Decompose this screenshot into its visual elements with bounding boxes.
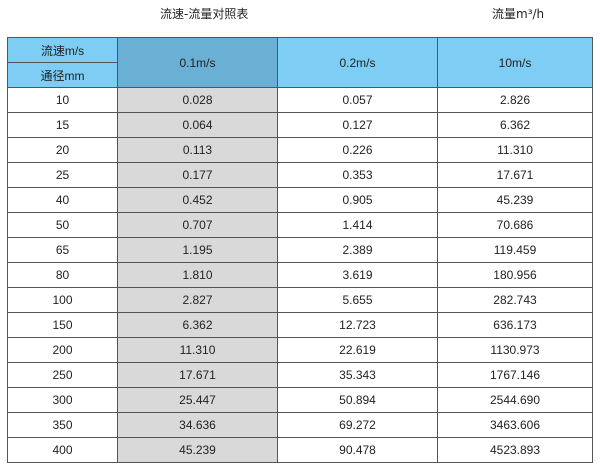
table-row: 300 25.447 50.894 2544.690 — [7, 387, 593, 413]
flow-cell: 11.310 — [117, 337, 278, 363]
flow-cell: 1.810 — [117, 262, 278, 288]
flow-cell: 0.028 — [117, 87, 278, 113]
flow-table: 流速m/s 0.1m/s 0.2m/s 10m/s 通径mm 10 0.028 0.… — [7, 37, 593, 463]
table-title: 流速-流量对照表 — [160, 7, 249, 21]
flow-cell: 35.343 — [277, 362, 438, 388]
diameter-cell: 300 — [7, 387, 118, 413]
flow-cell: 0.226 — [277, 137, 438, 163]
flow-cell: 2.826 — [437, 87, 593, 113]
flow-cell: 119.459 — [437, 237, 593, 263]
table-row: 80 1.810 3.619 180.956 — [7, 262, 593, 288]
diameter-cell: 150 — [7, 312, 118, 338]
flow-cell: 70.686 — [437, 212, 593, 238]
velocity-header: 流速m/s — [7, 37, 118, 63]
flow-cell: 6.362 — [117, 312, 278, 338]
flow-cell: 1.414 — [277, 212, 438, 238]
flow-cell: 2544.690 — [437, 387, 593, 413]
flow-cell: 2.827 — [117, 287, 278, 313]
flow-cell: 282.743 — [437, 287, 593, 313]
flow-cell: 0.707 — [117, 212, 278, 238]
flow-cell: 12.723 — [277, 312, 438, 338]
table-row: 15 0.064 0.127 6.362 — [7, 112, 593, 138]
flow-cell: 0.127 — [277, 112, 438, 138]
flow-cell: 636.173 — [437, 312, 593, 338]
flow-cell: 0.353 — [277, 162, 438, 188]
flow-cell: 4523.893 — [437, 437, 593, 463]
table-row: 350 34.636 69.272 3463.606 — [7, 412, 593, 438]
table-row: 400 45.239 90.478 4523.893 — [7, 437, 593, 463]
table-row: 50 0.707 1.414 70.686 — [7, 212, 593, 238]
diameter-header: 通径mm — [7, 62, 118, 88]
table-row: 250 17.671 35.343 1767.146 — [7, 362, 593, 388]
flow-cell: 1767.146 — [437, 362, 593, 388]
table-row: 40 0.452 0.905 45.239 — [7, 187, 593, 213]
flow-cell: 0.177 — [117, 162, 278, 188]
flow-cell: 1.195 — [117, 237, 278, 263]
table-row: 20 0.113 0.226 11.310 — [7, 137, 593, 163]
diameter-cell: 80 — [7, 262, 118, 288]
flow-cell: 17.671 — [437, 162, 593, 188]
table-row: 25 0.177 0.353 17.671 — [7, 162, 593, 188]
table-row: 10 0.028 0.057 2.826 — [7, 87, 593, 113]
table-row: 150 6.362 12.723 636.173 — [7, 312, 593, 338]
flow-cell: 3463.606 — [437, 412, 593, 438]
flow-cell: 180.956 — [437, 262, 593, 288]
flow-cell: 0.113 — [117, 137, 278, 163]
diameter-cell: 350 — [7, 412, 118, 438]
diameter-cell: 400 — [7, 437, 118, 463]
flow-cell: 0.057 — [277, 87, 438, 113]
diameter-cell: 25 — [7, 162, 118, 188]
table-row: 100 2.827 5.655 282.743 — [7, 287, 593, 313]
flow-cell: 25.447 — [117, 387, 278, 413]
flow-cell: 17.671 — [117, 362, 278, 388]
flow-cell: 2.389 — [277, 237, 438, 263]
col-header: 0.2m/s — [277, 37, 438, 88]
flow-cell: 0.905 — [277, 187, 438, 213]
flow-cell: 6.362 — [437, 112, 593, 138]
flow-cell: 90.478 — [277, 437, 438, 463]
diameter-cell: 250 — [7, 362, 118, 388]
flow-cell: 3.619 — [277, 262, 438, 288]
flow-cell: 5.655 — [277, 287, 438, 313]
diameter-cell: 20 — [7, 137, 118, 163]
flow-cell: 0.064 — [117, 112, 278, 138]
diameter-cell: 10 — [7, 87, 118, 113]
unit-label: 流量m³/h — [492, 7, 545, 21]
table-row: 65 1.195 2.389 119.459 — [7, 237, 593, 263]
flow-cell: 11.310 — [437, 137, 593, 163]
col-header: 10m/s — [437, 37, 593, 88]
flow-cell: 45.239 — [117, 437, 278, 463]
diameter-cell: 200 — [7, 337, 118, 363]
col-header: 0.1m/s — [117, 37, 278, 88]
diameter-cell: 100 — [7, 287, 118, 313]
flow-cell: 50.894 — [277, 387, 438, 413]
flow-cell: 22.619 — [277, 337, 438, 363]
diameter-cell: 40 — [7, 187, 118, 213]
diameter-cell: 15 — [7, 112, 118, 138]
flow-cell: 34.636 — [117, 412, 278, 438]
diameter-cell: 65 — [7, 237, 118, 263]
flow-cell: 45.239 — [437, 187, 593, 213]
table-row: 200 11.310 22.619 1130.973 — [7, 337, 593, 363]
diameter-cell: 50 — [7, 212, 118, 238]
flow-cell: 0.452 — [117, 187, 278, 213]
flow-cell: 69.272 — [277, 412, 438, 438]
flow-cell: 1130.973 — [437, 337, 593, 363]
